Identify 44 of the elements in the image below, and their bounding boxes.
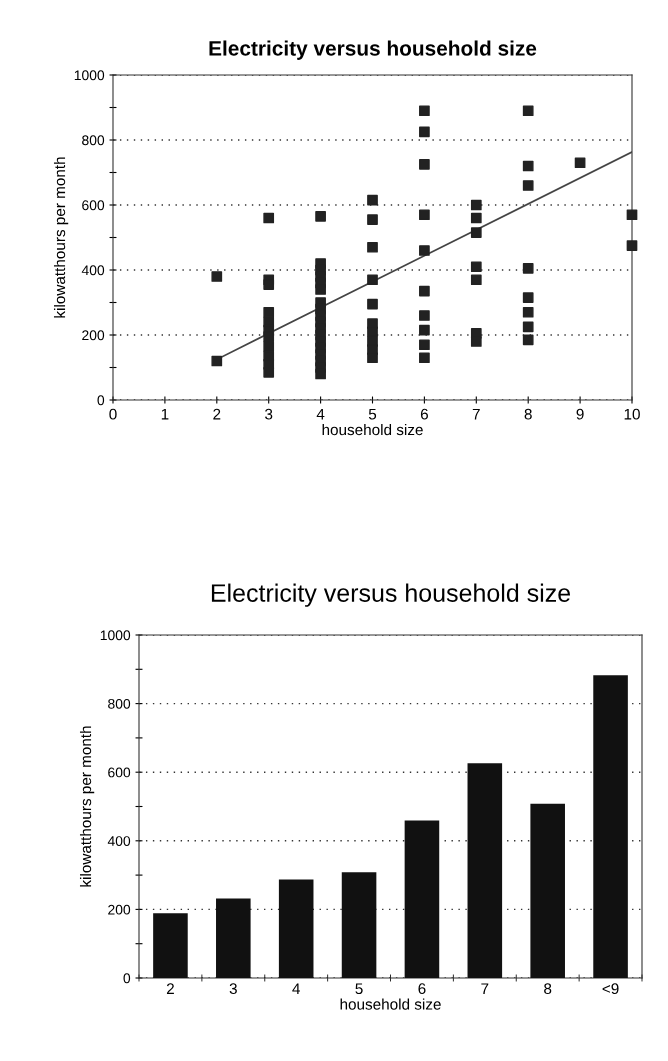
x-tick-label: 6 <box>420 408 428 420</box>
chart-title: Electricity versus household size <box>211 583 571 607</box>
bar <box>278 879 314 978</box>
y-tick-label: 200 <box>108 904 131 915</box>
chart-title: Electricity versus household size <box>209 40 537 60</box>
x-tick-label: <9 <box>602 983 619 995</box>
bar <box>341 872 377 978</box>
x-tick-label: 10 <box>624 408 640 420</box>
x-tick-label: 3 <box>229 983 237 995</box>
y-tick-label: 800 <box>108 698 131 709</box>
bar <box>153 913 188 978</box>
y-axis-title: kilowatthours per month <box>79 726 95 887</box>
x-tick-label: 5 <box>368 408 377 420</box>
x-tick-label: 9 <box>576 408 584 420</box>
y-tick-label: 0 <box>97 395 105 406</box>
x-tick-label: 2 <box>166 983 174 994</box>
x-tick-label: 1 <box>161 408 169 420</box>
y-tick-label: 400 <box>107 836 131 846</box>
y-tick-label: 600 <box>108 767 131 778</box>
bar <box>530 803 565 978</box>
y-tick-label: 800 <box>82 135 105 146</box>
x-axis-title: household size <box>340 998 441 1010</box>
x-tick-label: 5 <box>355 983 363 995</box>
x-tick-label: 3 <box>265 408 273 420</box>
bar <box>216 898 251 978</box>
y-tick-label: 0 <box>123 973 131 984</box>
x-tick-label: 8 <box>524 408 532 420</box>
x-tick-label: 2 <box>213 408 221 420</box>
y-tick-label: 600 <box>82 200 105 211</box>
y-tick-label: 400 <box>81 265 105 276</box>
x-tick-label: 7 <box>472 408 480 420</box>
x-axis-title: household size <box>322 423 423 436</box>
y-tick-label: 1000 <box>74 70 105 81</box>
y-tick-label: 200 <box>82 330 105 341</box>
y-tick-label: 1000 <box>100 630 131 641</box>
x-tick-label: 4 <box>316 408 325 420</box>
y-axis-title: kilowatthours per month <box>53 157 69 318</box>
x-tick-label: 4 <box>292 983 300 994</box>
bar <box>404 820 440 978</box>
bar <box>467 763 503 978</box>
bar <box>593 675 628 978</box>
x-tick-label: 8 <box>544 983 552 995</box>
x-tick-label: 7 <box>481 983 489 994</box>
x-tick-label: 6 <box>418 983 426 995</box>
